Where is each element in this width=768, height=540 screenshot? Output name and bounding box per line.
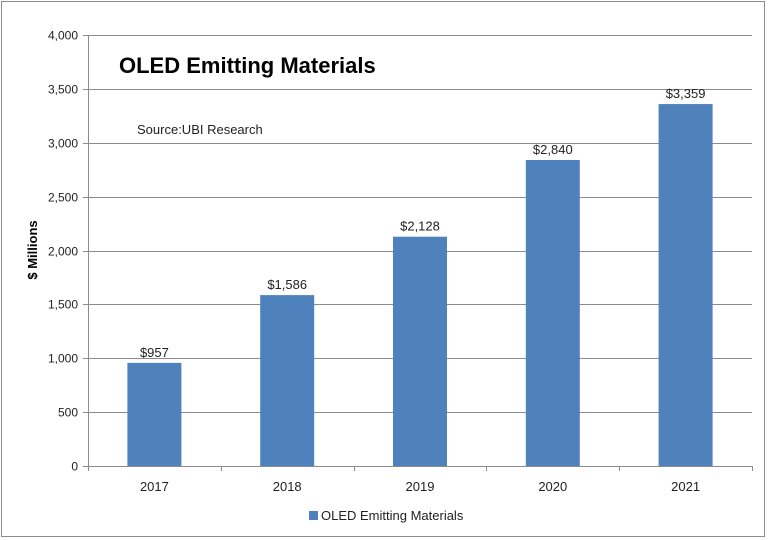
data-label-2021: $3,359 [666, 86, 706, 101]
x-tick-label: 2017 [140, 479, 169, 494]
bar-2017 [127, 362, 182, 466]
y-tick-label: 3,500 [48, 83, 78, 97]
data-label-2017: $957 [140, 345, 169, 360]
bar-2020 [525, 159, 580, 467]
bars: $957 $1,586 $2,128 $2,840 $3,359 [127, 86, 713, 467]
y-axis-label: $ Millions [25, 220, 40, 279]
y-tick-label: 3,000 [48, 137, 78, 151]
y-tick-label: 1,500 [48, 298, 78, 312]
data-label-2018: $1,586 [267, 277, 307, 292]
legend-label: OLED Emitting Materials [321, 508, 464, 523]
data-label-2020: $2,840 [533, 142, 573, 157]
x-tick-label: 2018 [273, 479, 302, 494]
bar-2021 [658, 104, 713, 466]
y-tick-label: 500 [58, 406, 78, 420]
x-tick-label: 2020 [538, 479, 567, 494]
x-tick-label: 2019 [406, 479, 435, 494]
axes: 0 500 1,000 1,500 2,000 2,500 3,000 3,500 4,000 2… [48, 29, 753, 494]
gridlines [88, 35, 752, 413]
y-tick-label: 2,000 [48, 245, 78, 259]
data-label-2019: $2,128 [400, 219, 440, 234]
bar-2019 [393, 236, 447, 466]
y-tick-label: 0 [71, 460, 78, 474]
bar-2018 [260, 295, 315, 466]
chart-title: OLED Emitting Materials [119, 53, 376, 78]
y-tick-label: 4,000 [48, 29, 78, 43]
x-tick-label: 2021 [671, 479, 700, 494]
y-tick-label: 2,500 [48, 191, 78, 205]
source-annotation: Source:UBI Research [137, 122, 263, 137]
legend-swatch [309, 511, 318, 520]
y-tick-label: 1,000 [48, 352, 78, 366]
